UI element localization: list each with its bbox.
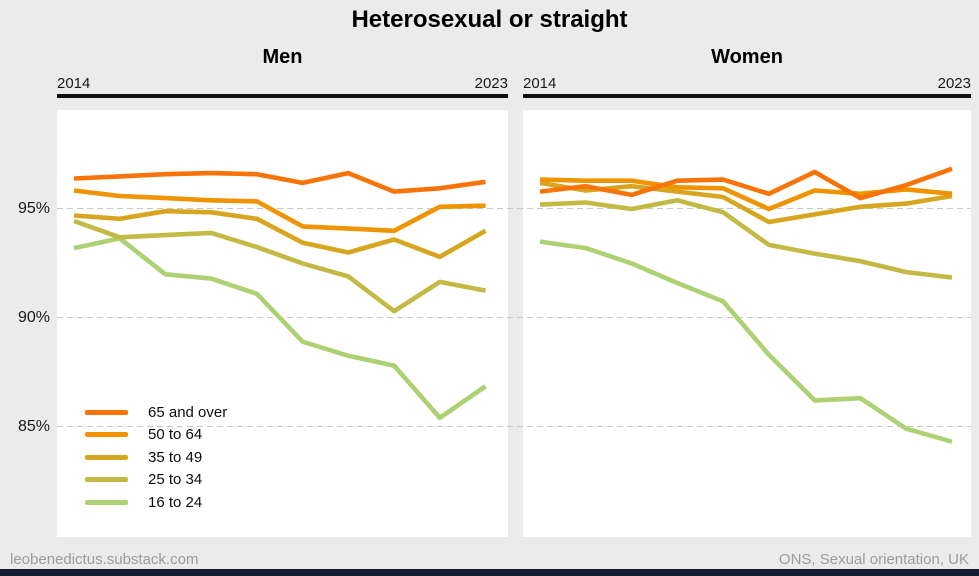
- men-x-end-label: 2023: [474, 75, 508, 92]
- source-credit-left: leobenedictus.substack.com: [10, 551, 199, 568]
- legend-item: 50 to 64: [85, 424, 227, 447]
- series-line-16-to-24: [539, 239, 953, 444]
- men-axis-bar: [57, 94, 508, 98]
- ytick-90: 90%: [17, 309, 50, 326]
- panel-title-women: Women: [711, 46, 783, 68]
- legend-swatch-25-to-34: [85, 477, 128, 483]
- men-line-chart: [73, 170, 487, 421]
- legend: 65 and over 50 to 64 35 to 49 25 to 34 1…: [85, 401, 227, 514]
- legend-item: 65 and over: [85, 401, 227, 424]
- gridline-95: [57, 208, 971, 209]
- women-axis-bar: [523, 94, 971, 98]
- men-x-start-label: 2014: [57, 75, 91, 92]
- women-x-start-label: 2014: [523, 75, 557, 92]
- series-line-25-to-34: [539, 198, 953, 280]
- legend-swatch-50-to-64: [85, 432, 128, 438]
- bottom-accent-bar: [0, 569, 979, 576]
- legend-label: 50 to 64: [148, 426, 203, 444]
- series-line-65-and-over: [539, 166, 953, 201]
- legend-label: 25 to 34: [148, 471, 203, 489]
- legend-item: 16 to 24: [85, 491, 227, 514]
- legend-swatch-35-to-49: [85, 454, 128, 460]
- series-line-35-to-49: [73, 208, 487, 260]
- panel-title-men: Men: [262, 46, 303, 68]
- series-line-50-to-64: [73, 188, 486, 234]
- gridline-85: [57, 426, 971, 427]
- ytick-95: 95%: [17, 200, 50, 217]
- legend-swatch-16-to-24: [85, 499, 128, 505]
- legend-label: 65 and over: [148, 403, 228, 421]
- ytick-85: 85%: [17, 418, 50, 435]
- chart-title: Heterosexual or straight: [351, 6, 628, 33]
- legend-item: 35 to 49: [85, 446, 227, 469]
- legend-label: 35 to 49: [148, 448, 203, 466]
- legend-label: 16 to 24: [148, 493, 203, 511]
- gridline-90: [57, 317, 971, 318]
- legend-swatch-65-and-over: [85, 409, 128, 415]
- source-credit-right: ONS, Sexual orientation, UK: [778, 551, 969, 568]
- women-x-end-label: 2023: [937, 75, 971, 92]
- legend-item: 25 to 34: [85, 469, 227, 492]
- series-line-25-to-34: [73, 218, 486, 314]
- women-line-chart: [539, 166, 953, 444]
- series-line-65-and-over: [73, 170, 486, 194]
- series-line-16-to-24: [73, 236, 487, 421]
